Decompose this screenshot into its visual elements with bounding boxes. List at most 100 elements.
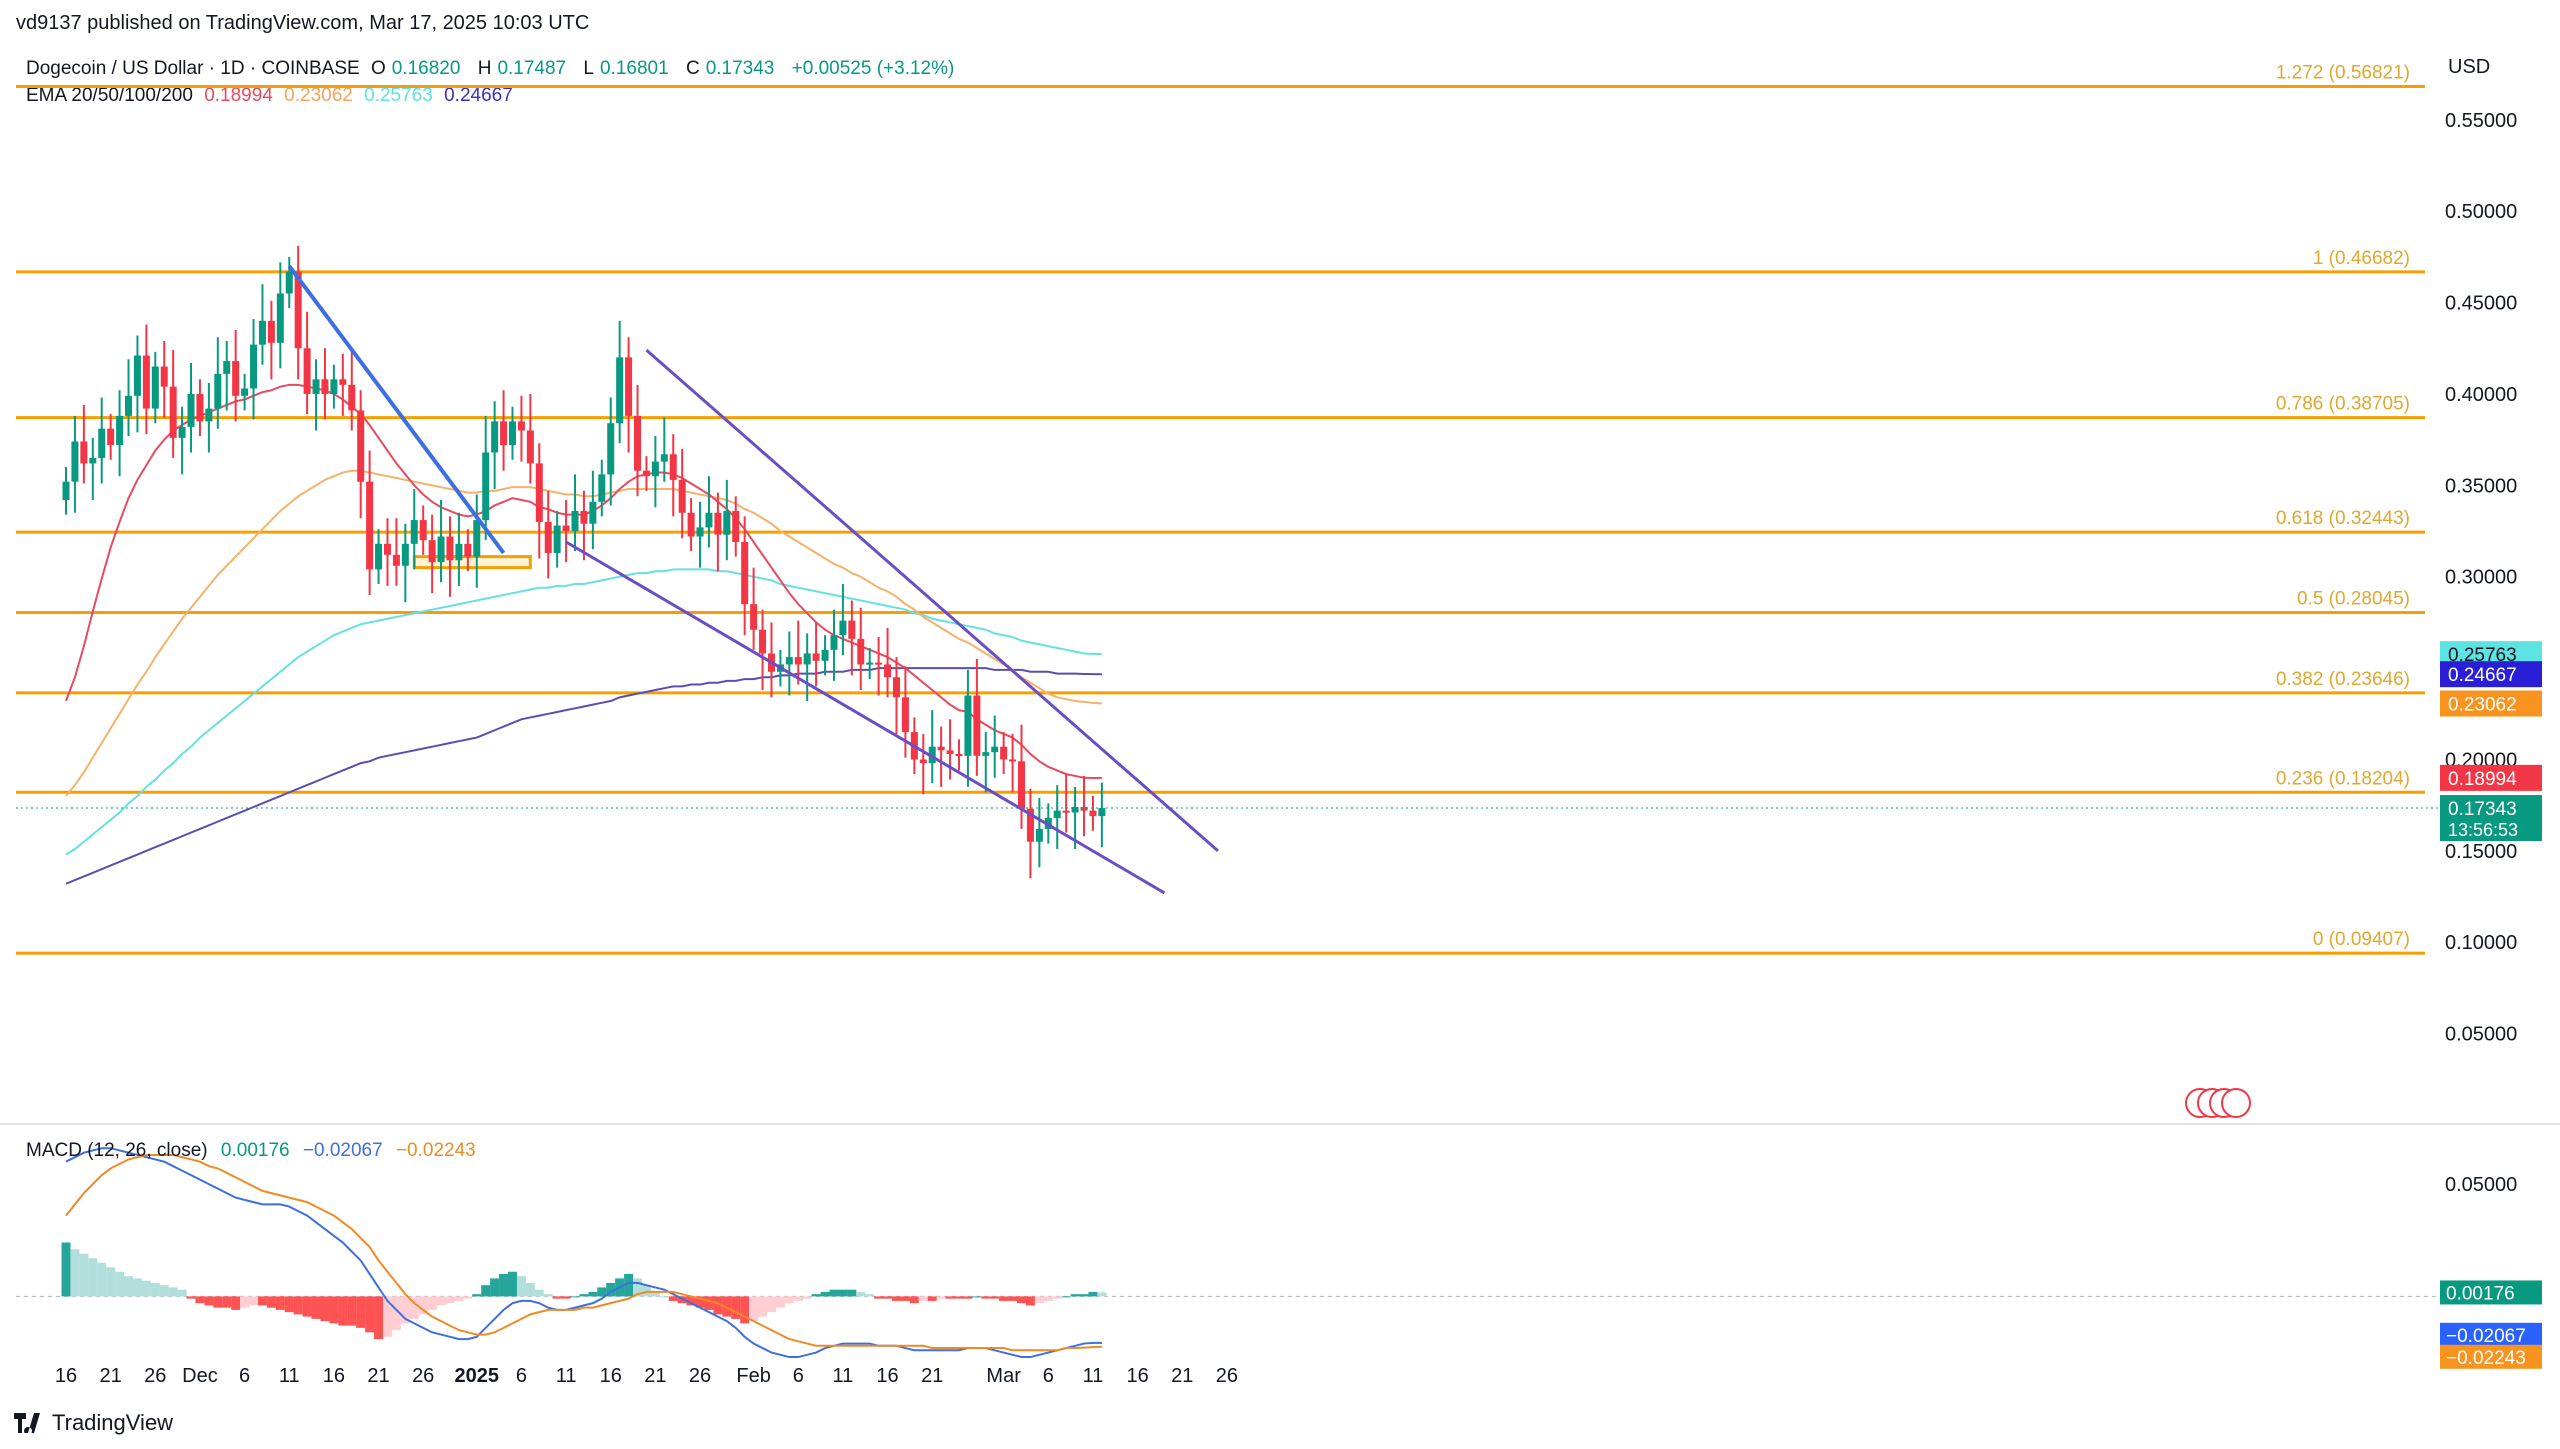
macd-histogram-bar <box>775 1296 785 1308</box>
candle-body <box>803 653 811 665</box>
fib-level-label: 0.618 (0.32443) <box>2276 508 2410 529</box>
macd-histogram-bar <box>79 1253 89 1297</box>
price-badge <box>2440 690 2542 717</box>
macd-histogram-bar <box>918 1296 928 1301</box>
macd-histogram-bar <box>597 1287 607 1297</box>
candle-body <box>687 512 695 537</box>
symbol-row: Dogecoin / US Dollar · 1D · COINBASE O 0.… <box>26 55 960 82</box>
macd-histogram-bar <box>865 1294 875 1297</box>
macd-histogram-bar <box>365 1296 375 1333</box>
candle-body <box>616 357 624 424</box>
candle-body <box>285 271 293 294</box>
macd-histogram-bar <box>686 1296 696 1306</box>
x-tick-label: 26 <box>689 1365 711 1387</box>
x-tick-label: 26 <box>412 1365 434 1387</box>
candle-body <box>866 662 874 665</box>
candle-body <box>642 470 650 477</box>
macd-signal-line <box>65 1153 1102 1352</box>
macd-histogram-bar <box>1052 1296 1062 1299</box>
macd-histogram-bar <box>150 1282 160 1297</box>
ema200-value: 0.24667 <box>444 85 513 106</box>
macd-histogram-bar <box>588 1291 598 1297</box>
macd-histogram-bar <box>570 1296 580 1298</box>
macd-histogram-bar <box>561 1296 571 1299</box>
ema200-line <box>65 667 1102 885</box>
macd-histogram-bar <box>552 1296 562 1299</box>
x-tick-label: 16 <box>600 1365 622 1387</box>
candle-body <box>392 554 400 566</box>
price-badge-label: 0.25763 <box>2448 645 2517 666</box>
candle-body <box>580 510 588 524</box>
macd-histogram-bar <box>1025 1296 1035 1306</box>
candle-body <box>1035 828 1043 842</box>
candle-body <box>187 393 195 427</box>
macd-badge-label: −0.02243 <box>2446 1348 2526 1369</box>
x-tick-label: 21 <box>367 1365 389 1387</box>
macd-histogram-bar <box>516 1276 526 1297</box>
macd-histogram-bar <box>275 1296 285 1310</box>
tradingview-brand[interactable]: TradingView <box>14 1410 173 1436</box>
x-tick-label: 11 <box>833 1365 854 1387</box>
candle-body <box>651 461 659 477</box>
candle-body <box>732 510 740 542</box>
candle-body <box>205 408 213 422</box>
candle-body <box>241 388 249 396</box>
candle-body <box>928 746 936 764</box>
open-label: O <box>370 58 386 79</box>
x-tick-label: 6 <box>239 1365 250 1387</box>
macd-histogram-bar <box>61 1242 71 1297</box>
x-tick-label: 11 <box>556 1365 577 1387</box>
macd-histogram-bar <box>454 1296 464 1301</box>
downtrend-line <box>287 264 506 555</box>
macd-histogram-bar <box>374 1296 384 1340</box>
candle-body <box>964 695 972 756</box>
currency-label[interactable]: USD <box>2448 56 2491 78</box>
candle-body <box>62 481 70 500</box>
macd-histogram-bar <box>1017 1296 1027 1304</box>
candle-body <box>1000 746 1008 760</box>
y-tick-label: 0.35000 <box>2445 475 2517 497</box>
candle-body <box>598 474 606 502</box>
fib-level-label: 0 (0.09407) <box>2313 929 2410 950</box>
candle-body <box>71 441 79 482</box>
macd-histogram-bar <box>972 1296 982 1298</box>
y-tick-label: 0.05000 <box>2445 1024 2517 1046</box>
macd-histogram-bar <box>981 1296 991 1299</box>
macd-histogram-bar <box>874 1296 884 1299</box>
macd-histogram-bar <box>704 1296 714 1310</box>
macd-histogram-bar <box>266 1296 276 1308</box>
macd-histogram-bar <box>1079 1294 1089 1297</box>
candle-body <box>116 415 124 446</box>
symbol-name[interactable]: Dogecoin / US Dollar · 1D · COINBASE <box>26 58 360 79</box>
macd-badge-label: −0.02067 <box>2446 1326 2526 1347</box>
low-label: L <box>583 58 594 79</box>
candle-body <box>428 540 436 563</box>
macd-badge <box>2440 1280 2542 1305</box>
candle-body <box>553 525 561 553</box>
candle-body <box>312 379 320 394</box>
x-tick-label: 21 <box>921 1365 943 1387</box>
candle-body <box>1053 810 1061 818</box>
candle-body <box>625 357 633 416</box>
macd-histogram-bar <box>811 1294 821 1297</box>
x-tick-label: 21 <box>100 1365 122 1387</box>
macd-histogram-bar <box>338 1296 348 1326</box>
price-badge-label: 0.18994 <box>2448 769 2517 790</box>
candle-body <box>857 638 865 665</box>
candle-body <box>107 428 115 446</box>
candle-body <box>223 361 231 374</box>
tradingview-logo-icon <box>14 1413 40 1433</box>
macd-histogram-bar <box>847 1289 857 1297</box>
ema-label[interactable]: EMA 20/50/100/200 <box>26 85 193 106</box>
macd-label[interactable]: MACD (12, 26, close) <box>26 1140 208 1161</box>
candle-body <box>437 536 445 563</box>
candle-body <box>133 355 141 396</box>
macd-hist-value: 0.00176 <box>220 1140 290 1161</box>
candle-body <box>1089 810 1097 817</box>
candle-body <box>937 746 945 751</box>
macd-histogram-bar <box>186 1296 196 1299</box>
macd-histogram-bar <box>382 1296 392 1337</box>
x-tick-label: Dec <box>182 1365 218 1387</box>
candle-body <box>919 759 927 764</box>
